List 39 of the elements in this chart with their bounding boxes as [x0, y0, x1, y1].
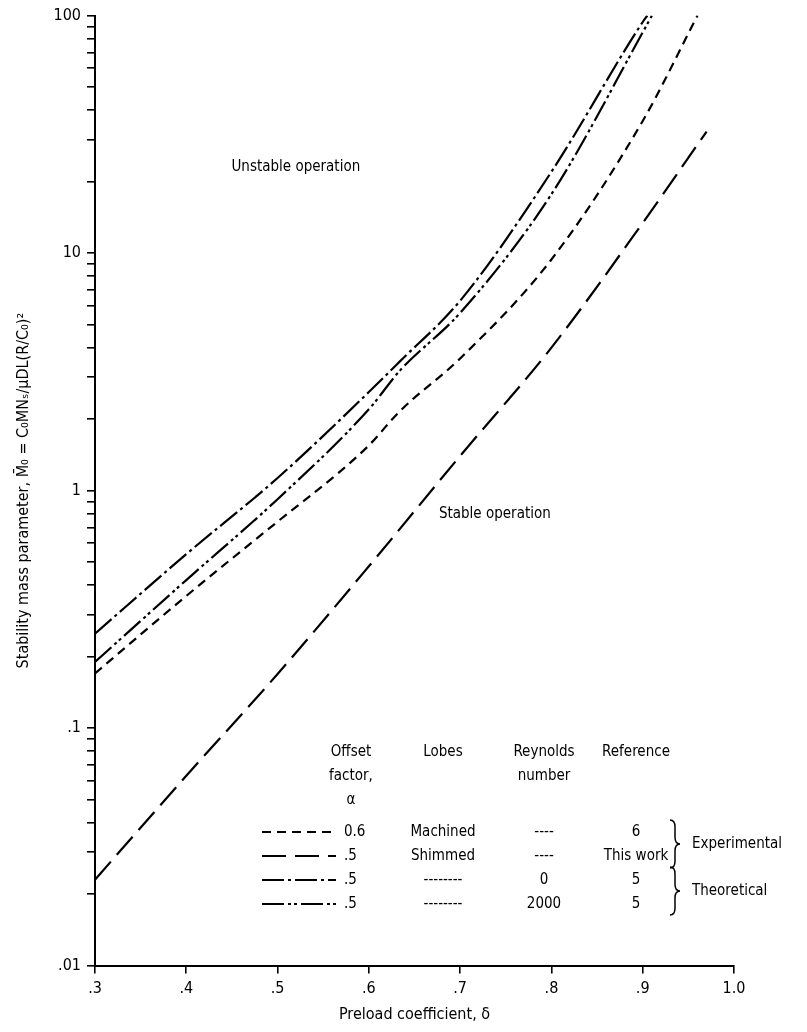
- annotation: Lobes: [423, 741, 463, 760]
- annotation: This work: [602, 845, 669, 864]
- annotation: 2000: [526, 893, 562, 912]
- annotation: Machined: [410, 821, 476, 840]
- annotation: --------: [423, 869, 463, 888]
- annotation: --------: [423, 893, 463, 912]
- annotation: 6: [631, 821, 641, 840]
- annotation: Reynolds number: [513, 741, 575, 784]
- annotation: 5: [631, 893, 641, 912]
- annotation: 5: [631, 869, 641, 888]
- y-tick-label: .01: [58, 954, 81, 974]
- x-tick-label: .9: [635, 978, 650, 998]
- y-tick-label: 1: [71, 479, 81, 499]
- legend-label: .5: [344, 893, 357, 912]
- x-tick-label: 1.0: [722, 978, 746, 998]
- x-tick-label: .4: [179, 978, 194, 998]
- annotation: ----: [534, 845, 554, 864]
- legend-label: .5: [344, 845, 357, 864]
- y-tick-label: .1: [67, 717, 81, 737]
- x-tick-label: .6: [361, 978, 376, 998]
- y-tick-label: 10: [62, 242, 81, 262]
- annotation: 0: [539, 869, 549, 888]
- annotation: ----: [534, 821, 554, 840]
- annotation: Stable operation: [438, 503, 551, 522]
- annotation: Unstable operation: [231, 157, 361, 176]
- x-axis-title: Preload coefficient, δ: [338, 1003, 491, 1023]
- annotation: Experimental: [692, 833, 782, 852]
- y-axis-title: Stability mass parameter, M̄₀ = C₀MNₛ/μDL(R/C₀)²: [12, 312, 32, 669]
- legend-label: .5: [344, 869, 357, 888]
- x-tick-label: .3: [88, 978, 102, 998]
- x-tick-label: .7: [453, 978, 468, 998]
- legend-title: Offset factor, α: [329, 741, 373, 808]
- legend-label: 0.6: [344, 821, 366, 840]
- annotation: Theoretical: [691, 880, 768, 899]
- annotation: Reference: [602, 741, 670, 760]
- x-tick-label: .8: [544, 978, 559, 998]
- y-tick-label: 100: [53, 4, 81, 24]
- annotation: Shimmed: [410, 845, 476, 864]
- x-tick-label: .5: [270, 978, 285, 998]
